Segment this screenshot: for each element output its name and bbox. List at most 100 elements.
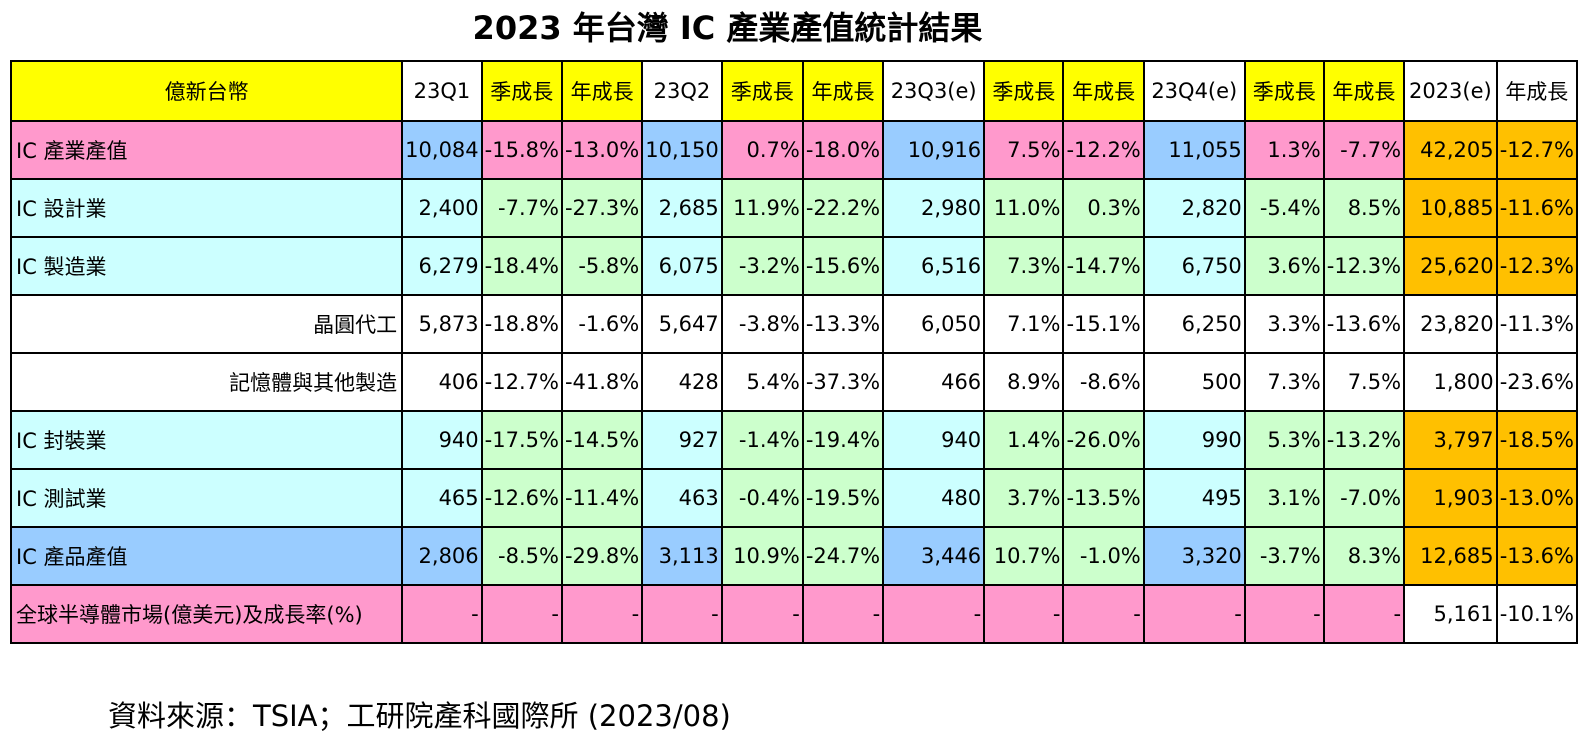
table-cell: -13.3% [801, 294, 885, 354]
table-cell: - [480, 584, 563, 644]
table-cell: 0.7% [720, 120, 804, 180]
table-cell: -17.5% [480, 410, 563, 470]
table-cell: 7.5% [1322, 352, 1406, 412]
table-cell: -8.5% [480, 526, 563, 586]
table-cell: -26.0% [1062, 410, 1145, 470]
table-cell: -5.8% [560, 236, 644, 296]
table-cell: 480 [882, 468, 986, 528]
table-cell: 3.6% [1243, 236, 1325, 296]
table-cell: 5,161 [1403, 584, 1498, 644]
table-cell: 5.3% [1243, 410, 1325, 470]
header-cell: 季成長 [983, 60, 1065, 122]
row-label: IC 設計業 [9, 178, 404, 238]
table-cell: 3,446 [882, 526, 986, 586]
table-cell: 11.9% [720, 178, 804, 238]
table-cell: -10.1% [1495, 584, 1578, 644]
table-cell: 5,873 [401, 294, 483, 354]
table-cell: - [1142, 584, 1246, 644]
table-cell: 940 [401, 410, 483, 470]
table-cell: 11,055 [1142, 120, 1246, 180]
table-cell: -13.5% [1062, 468, 1145, 528]
table-cell: -7.7% [480, 178, 563, 238]
table-cell: 1,903 [1403, 468, 1498, 528]
header-cell: 季成長 [480, 60, 563, 122]
table-cell: 7.3% [983, 236, 1065, 296]
header-cell: 年成長 [1495, 60, 1578, 122]
table-cell: -24.7% [801, 526, 885, 586]
table-cell: -1.4% [720, 410, 804, 470]
table-cell: -13.6% [1322, 294, 1406, 354]
table-cell: 8.9% [983, 352, 1065, 412]
table-cell: -12.3% [1322, 236, 1406, 296]
table-cell: -18.0% [801, 120, 885, 180]
table-cell: 465 [401, 468, 483, 528]
table-cell: - [641, 584, 723, 644]
table-cell: -1.0% [1062, 526, 1145, 586]
table-cell: 6,750 [1142, 236, 1246, 296]
table-cell: 3,113 [641, 526, 723, 586]
table-cell: 2,820 [1142, 178, 1246, 238]
table-cell: 7.5% [983, 120, 1065, 180]
table-cell: 12,685 [1403, 526, 1498, 586]
table-cell: 5,647 [641, 294, 723, 354]
table-cell: 466 [882, 352, 986, 412]
table-cell: 8.5% [1322, 178, 1406, 238]
header-row: 億新台幣 23Q1 季成長 年成長 23Q2 季成長 年成長 23Q3(e) 季成長 年成長 23Q… [9, 60, 1578, 122]
table-cell: 2,806 [401, 526, 483, 586]
header-cell: 23Q3(e) [882, 60, 986, 122]
table-cell: - [720, 584, 804, 644]
table-cell: -8.6% [1062, 352, 1145, 412]
table-row: IC 封裝業 940 -17.5% -14.5% 927 -1.4% -19.4% 940 1.… [9, 410, 1578, 470]
table-cell: 5.4% [720, 352, 804, 412]
table-cell: -23.6% [1495, 352, 1578, 412]
table-cell: 3.1% [1243, 468, 1325, 528]
header-cell: 23Q2 [641, 60, 723, 122]
table-cell: -18.4% [480, 236, 563, 296]
table-cell: -15.1% [1062, 294, 1145, 354]
table-row: 晶圓代工 5,873 -18.8% -1.6% 5,647 -3.8% -13.3% 6,05… [9, 294, 1578, 354]
table-cell: -18.8% [480, 294, 563, 354]
table-cell: -12.7% [480, 352, 563, 412]
ic-industry-table: 億新台幣 23Q1 季成長 年成長 23Q2 季成長 年成長 23Q3(e) 季成長 年成長 23Q… [9, 60, 1578, 644]
table-cell: 1,800 [1403, 352, 1498, 412]
table-cell: 2,400 [401, 178, 483, 238]
table-cell: 10,916 [882, 120, 986, 180]
table-cell: -29.8% [560, 526, 644, 586]
row-label: IC 測試業 [9, 468, 404, 528]
table-cell: -13.2% [1322, 410, 1406, 470]
table-cell: -13.6% [1495, 526, 1578, 586]
table-cell: - [983, 584, 1065, 644]
table-cell: 7.1% [983, 294, 1065, 354]
header-cell: 年成長 [801, 60, 885, 122]
table-cell: 3,320 [1142, 526, 1246, 586]
table-cell: 1.3% [1243, 120, 1325, 180]
table-cell: 3,797 [1403, 410, 1498, 470]
table-cell: -14.5% [560, 410, 644, 470]
table-cell: 10,885 [1403, 178, 1498, 238]
table-row: IC 設計業 2,400 -7.7% -27.3% 2,685 11.9% -22.2% 2,… [9, 178, 1578, 238]
table-cell: -12.2% [1062, 120, 1145, 180]
table-cell: - [801, 584, 885, 644]
header-cell: 年成長 [560, 60, 644, 122]
table-cell: -19.4% [801, 410, 885, 470]
table-cell: -12.7% [1495, 120, 1578, 180]
row-label: IC 製造業 [9, 236, 404, 296]
table-cell: -3.2% [720, 236, 804, 296]
header-cell: 季成長 [720, 60, 804, 122]
header-cell: 年成長 [1322, 60, 1406, 122]
table-cell: -15.8% [480, 120, 563, 180]
table-cell: -3.7% [1243, 526, 1325, 586]
table-cell: 990 [1142, 410, 1246, 470]
row-label: IC 產品產值 [9, 526, 404, 586]
row-label: 晶圓代工 [9, 294, 404, 354]
row-label: IC 封裝業 [9, 410, 404, 470]
header-cell: 季成長 [1243, 60, 1325, 122]
row-label: IC 產業產值 [9, 120, 404, 180]
table-cell: 25,620 [1403, 236, 1498, 296]
table-cell: 428 [641, 352, 723, 412]
table-cell: - [882, 584, 986, 644]
table-cell: -11.3% [1495, 294, 1578, 354]
table-cell: -41.8% [560, 352, 644, 412]
table-cell: 2,685 [641, 178, 723, 238]
table-row: IC 測試業 465 -12.6% -11.4% 463 -0.4% -19.5% 480 3.… [9, 468, 1578, 528]
